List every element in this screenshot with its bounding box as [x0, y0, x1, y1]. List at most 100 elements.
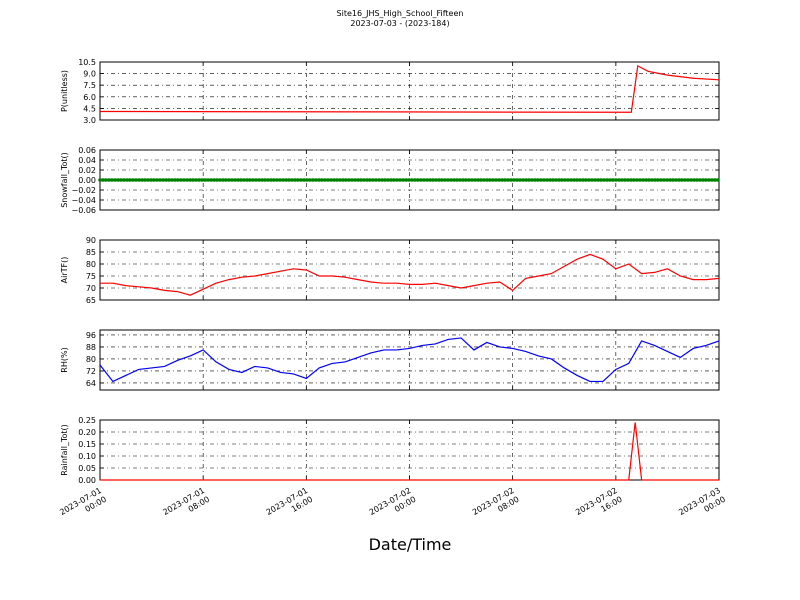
marker-fill [200, 178, 204, 182]
marker-fill [320, 178, 324, 182]
marker-fill [716, 178, 720, 182]
marker-fill [488, 178, 492, 182]
y-tick-label: 85 [86, 248, 96, 257]
marker-fill [473, 178, 477, 182]
marker-fill [221, 178, 225, 182]
y-tick-label: 3.0 [83, 116, 96, 125]
marker-fill [713, 178, 717, 182]
y-tick-label: 9.0 [83, 70, 96, 79]
marker-fill [491, 178, 495, 182]
marker-fill [656, 178, 660, 182]
marker-fill [116, 178, 120, 182]
marker-fill [266, 178, 270, 182]
marker-fill [182, 178, 186, 182]
marker-fill [263, 178, 267, 182]
marker-fill [629, 178, 633, 182]
marker-fill [401, 178, 405, 182]
y-tick-label: 4.5 [83, 104, 96, 113]
marker-fill [596, 178, 600, 182]
marker-fill [335, 178, 339, 182]
marker-fill [410, 178, 414, 182]
marker-fill [623, 178, 627, 182]
marker-fill [302, 178, 306, 182]
marker-fill [584, 178, 588, 182]
y-tick-label: 0.20 [78, 428, 96, 437]
data-line [100, 253, 720, 296]
plot-frame [99, 329, 720, 391]
marker-fill [242, 178, 246, 182]
marker-fill [518, 178, 522, 182]
marker-fill [569, 178, 573, 182]
y-tick-label: −0.02 [71, 186, 96, 195]
marker-fill [278, 178, 282, 182]
marker-fill [683, 178, 687, 182]
marker-fill [668, 178, 672, 182]
y-tick-label: 0.00 [78, 476, 96, 485]
marker-fill [593, 178, 597, 182]
marker-fill [332, 178, 336, 182]
marker-fill [692, 178, 696, 182]
marker-fill [353, 178, 357, 182]
y-tick-label: 72 [86, 367, 96, 376]
marker-fill [149, 178, 153, 182]
marker-fill [494, 178, 498, 182]
marker-fill [287, 178, 291, 182]
marker-fill [206, 178, 210, 182]
marker-fill [191, 178, 195, 182]
marker-fill [662, 178, 666, 182]
marker-fill [416, 178, 420, 182]
marker-fill [665, 178, 669, 182]
marker-fill [107, 178, 111, 182]
marker-fill [254, 178, 258, 182]
y-tick-label: 65 [86, 296, 96, 305]
marker-fill [611, 178, 615, 182]
marker-fill [98, 178, 102, 182]
marker-fill [383, 178, 387, 182]
y-tick-label: 75 [86, 272, 96, 281]
marker-fill [638, 178, 642, 182]
marker-fill [227, 178, 231, 182]
marker-fill [521, 178, 525, 182]
marker-fill [440, 178, 444, 182]
marker-fill [479, 178, 483, 182]
marker-fill [101, 178, 105, 182]
marker-fill [542, 178, 546, 182]
marker-fill [710, 178, 714, 182]
marker-fill [158, 178, 162, 182]
marker-fill [143, 178, 147, 182]
marker-fill [311, 178, 315, 182]
marker-fill [164, 178, 168, 182]
marker-fill [701, 178, 705, 182]
marker-fill [515, 178, 519, 182]
marker-fill [239, 178, 243, 182]
y-tick-label: 0.04 [78, 156, 96, 165]
y-tick-label: 0.25 [78, 416, 96, 425]
marker-fill [185, 178, 189, 182]
marker-fill [176, 178, 180, 182]
marker-fill [458, 178, 462, 182]
marker-fill [470, 178, 474, 182]
marker-fill [485, 178, 489, 182]
marker-fill [377, 178, 381, 182]
data-line [99, 337, 720, 383]
marker-fill [323, 178, 327, 182]
marker-fill [626, 178, 630, 182]
marker-fill [425, 178, 429, 182]
marker-fill [464, 178, 468, 182]
marker-fill [614, 178, 618, 182]
marker-fill [140, 178, 144, 182]
marker-fill [419, 178, 423, 182]
y-axis-label: RH(%) [60, 347, 69, 372]
marker-fill [152, 178, 156, 182]
y-axis-label: Snowfall_Tot() [60, 152, 69, 208]
y-tick-label: −0.06 [71, 206, 96, 215]
marker-fill [704, 178, 708, 182]
marker-fill [197, 178, 201, 182]
marker-fill [341, 178, 345, 182]
marker-fill [476, 178, 480, 182]
marker-fill [650, 178, 654, 182]
marker-fill [386, 178, 390, 182]
marker-fill [635, 178, 639, 182]
marker-fill [224, 178, 228, 182]
marker-fill [404, 178, 408, 182]
